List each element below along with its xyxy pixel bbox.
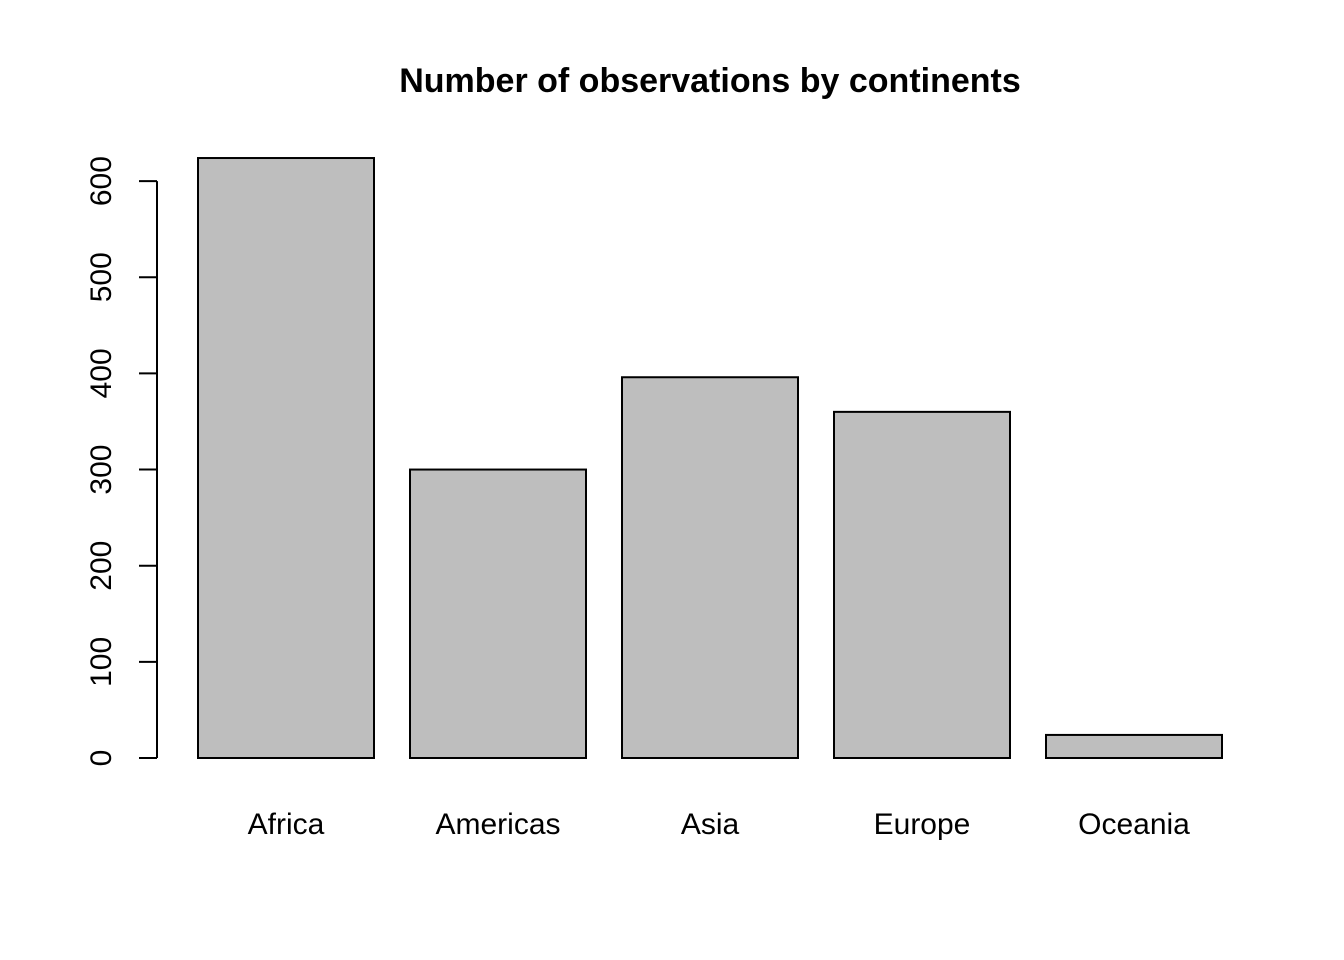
- y-tick-label: 0: [85, 750, 118, 767]
- x-tick-label: Europe: [874, 808, 971, 841]
- y-tick-label: 600: [85, 156, 118, 206]
- y-tick-label: 400: [85, 348, 118, 398]
- x-tick-label: Asia: [681, 808, 740, 841]
- x-tick-label: Americas: [435, 808, 560, 841]
- x-axis-labels: Africa Americas Asia Europe Oceania: [248, 808, 1191, 841]
- chart-title: Number of observations by continents: [399, 62, 1021, 100]
- y-tick-label: 500: [85, 252, 118, 302]
- bar-oceania: [1045, 733, 1223, 760]
- bar-asia: [621, 376, 799, 759]
- y-tick-label: 300: [85, 445, 118, 495]
- bars: [197, 157, 1223, 760]
- y-axis: 0 100 200 300 400 500 600: [85, 156, 158, 767]
- bar-americas: [409, 468, 587, 759]
- y-tick-label: 100: [85, 637, 118, 687]
- bar-africa: [197, 157, 375, 760]
- y-tick-label: 200: [85, 541, 118, 591]
- x-tick-label: Africa: [248, 808, 325, 841]
- x-tick-label: Oceania: [1078, 808, 1190, 841]
- bar-europe: [833, 410, 1011, 759]
